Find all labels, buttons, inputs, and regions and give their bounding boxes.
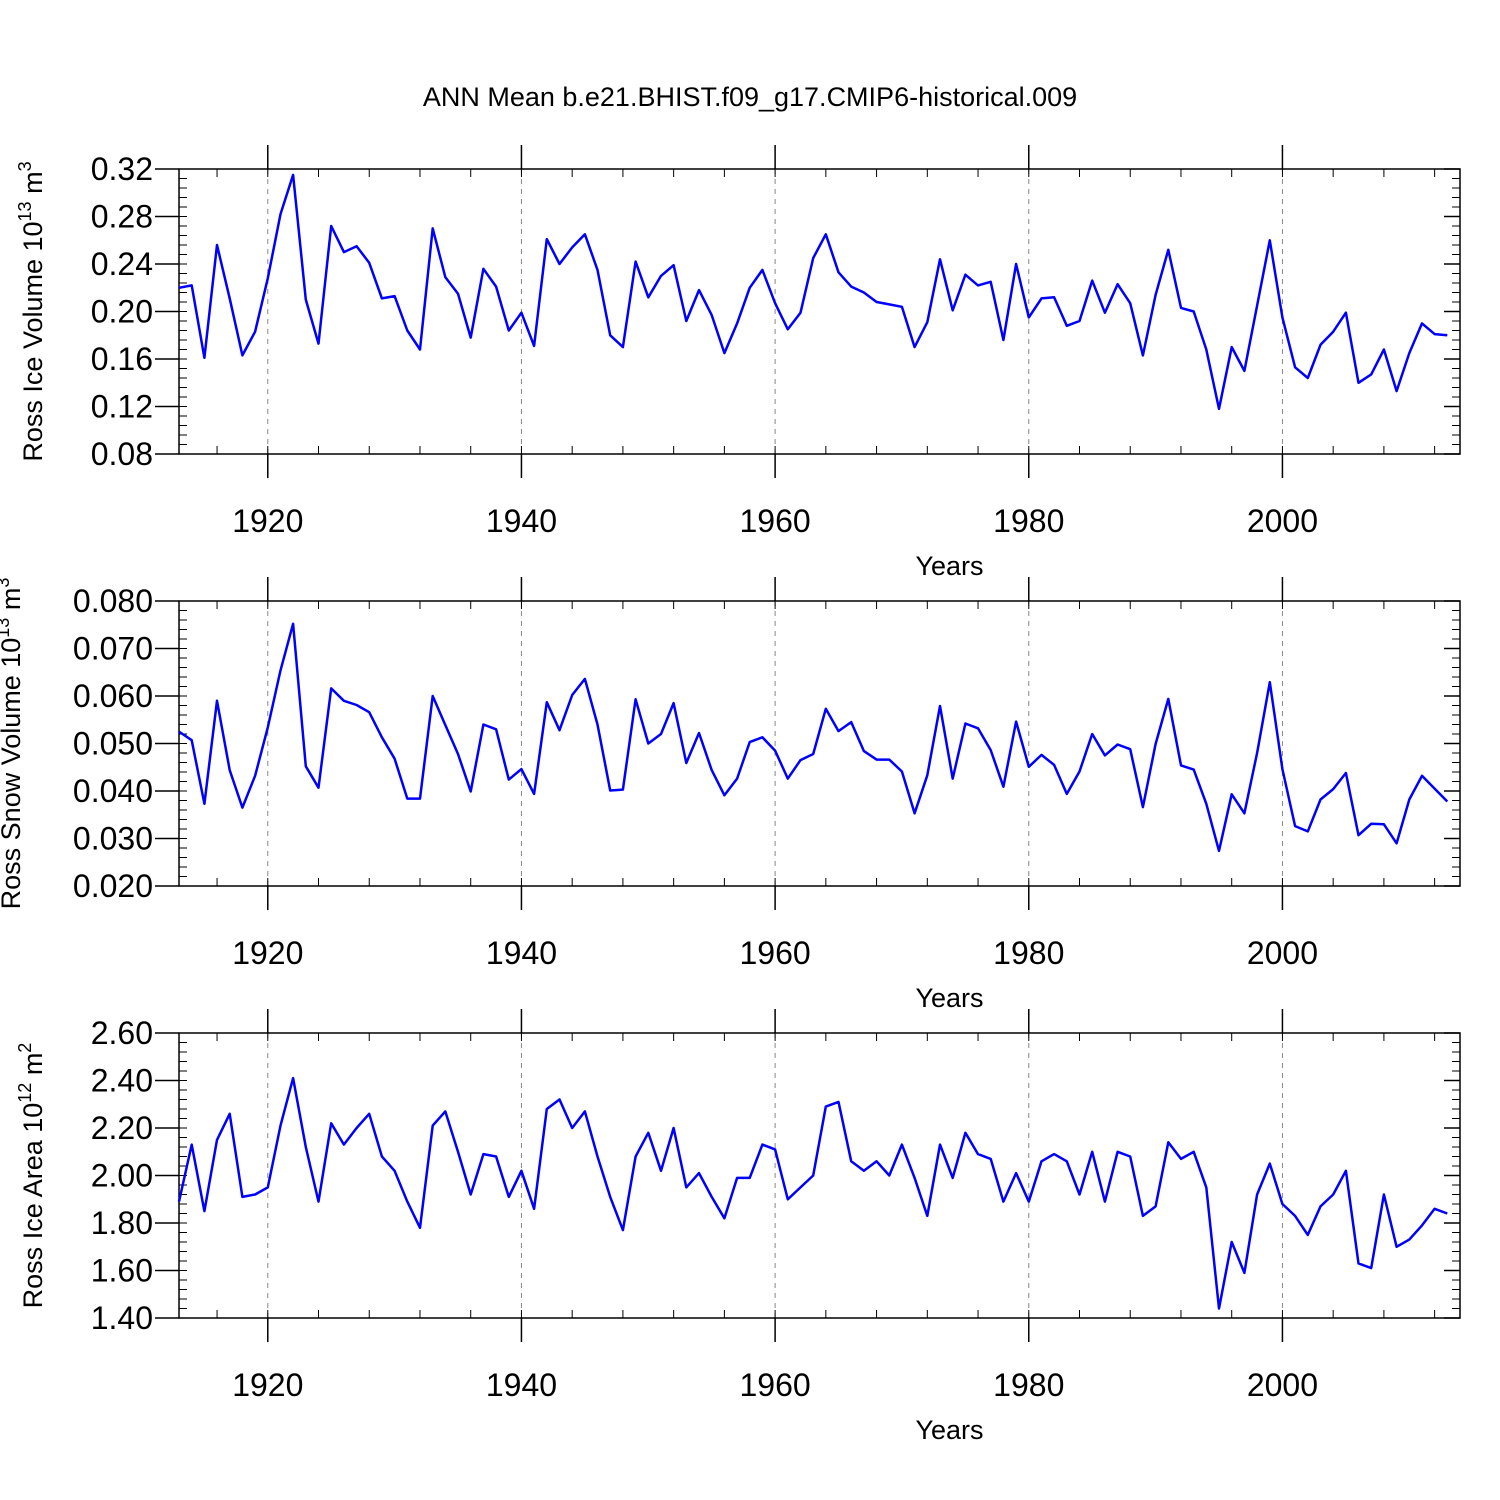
plot-frame [178, 168, 1461, 455]
series-line [178, 622, 1449, 853]
y-axis-label: Ross Snow Volume 1013 m3 [0, 578, 26, 910]
x-axis-label: Years [915, 983, 983, 1013]
panel-ross-ice-area: 1.40 1.60 1.80 2.00 2.20 2.40 2.60 1920 1940 1960… [15, 1009, 1461, 1445]
y-tick-label: 0.070 [73, 631, 153, 667]
x-tick-label: 1960 [740, 503, 811, 539]
y-tick-label: 0.050 [73, 726, 153, 762]
y-tick-label: 1.40 [91, 1300, 153, 1336]
figure-title: ANN Mean b.e21.BHIST.f09_g17.CMIP6-histo… [423, 82, 1077, 112]
y-tick-label: 0.20 [91, 294, 153, 330]
y-tick-label: 0.24 [91, 246, 153, 282]
x-tick-label: 1980 [993, 503, 1064, 539]
y-tick-label: 1.80 [91, 1205, 153, 1241]
x-tick-label: 1920 [232, 503, 303, 539]
y-tick-label: 2.00 [91, 1158, 153, 1194]
x-tick-label: 2000 [1247, 503, 1318, 539]
y-tick-label: 0.030 [73, 821, 153, 857]
x-tick-label: 1960 [740, 935, 811, 971]
y-tick-label: 0.16 [91, 341, 153, 377]
y-tick-label: 0.32 [91, 151, 153, 187]
plot-frame [178, 600, 1461, 887]
x-tick-label: 1940 [486, 935, 557, 971]
y-tick-label: 0.020 [73, 868, 153, 904]
x-axis-label: Years [915, 551, 983, 581]
y-tick-label: 0.060 [73, 678, 153, 714]
y-tick-label: 0.28 [91, 199, 153, 235]
y-tick-label: 2.20 [91, 1110, 153, 1146]
y-axis-label: Ross Ice Volume 1013 m3 [15, 161, 48, 461]
y-tick-label: 0.12 [91, 389, 153, 425]
x-tick-label: 2000 [1247, 1367, 1318, 1403]
panel-ross-snow-volume: 0.020 0.030 0.040 0.050 0.060 0.070 0.080 1920 1… [0, 577, 1461, 1013]
plot-frame [178, 1032, 1461, 1319]
x-tick-label: 1920 [232, 1367, 303, 1403]
y-tick-label: 0.040 [73, 773, 153, 809]
y-tick-label: 0.080 [73, 583, 153, 619]
y-tick-label: 0.08 [91, 436, 153, 472]
x-tick-label: 1980 [993, 1367, 1064, 1403]
series-line [177, 1076, 1448, 1310]
x-tick-label: 1920 [232, 935, 303, 971]
x-axis-label: Years [915, 1415, 983, 1445]
series-line [178, 173, 1448, 411]
panel-ross-ice-volume: 0.08 0.12 0.16 0.20 0.24 0.28 0.32 1920 1940 1960… [15, 145, 1461, 581]
x-tick-label: 1980 [993, 935, 1064, 971]
x-tick-label: 1940 [486, 503, 557, 539]
y-tick-label: 2.40 [91, 1063, 153, 1099]
y-axis-label: Ross Ice Area 1012 m2 [15, 1043, 48, 1309]
y-tick-label: 2.60 [91, 1015, 153, 1051]
y-tick-label: 1.60 [91, 1253, 153, 1289]
x-tick-label: 1940 [486, 1367, 557, 1403]
x-tick-label: 2000 [1247, 935, 1318, 971]
x-tick-label: 1960 [740, 1367, 811, 1403]
